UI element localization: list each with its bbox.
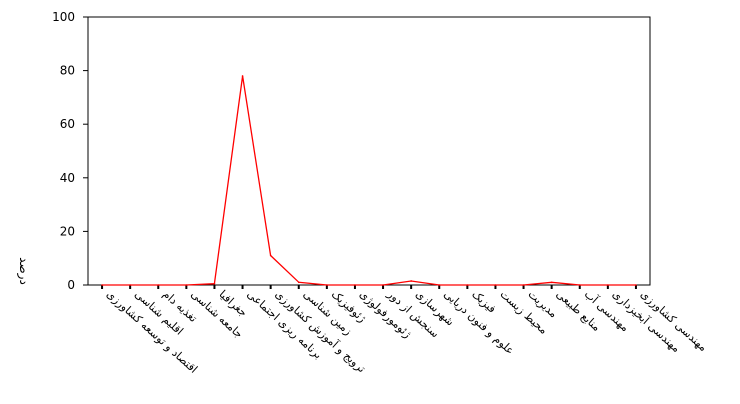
y-tick-label: 80 xyxy=(60,64,75,78)
data-point xyxy=(466,284,469,286)
plot-frame xyxy=(87,16,651,286)
data-point xyxy=(241,75,244,77)
data-point xyxy=(213,282,216,285)
data-point xyxy=(129,284,131,286)
y-tick-label: 20 xyxy=(60,224,75,238)
series-layer xyxy=(101,75,637,286)
data-point xyxy=(578,284,581,286)
y-axis-ticks: 0 20 40 60 80 100 xyxy=(52,10,88,292)
data-point xyxy=(494,284,497,286)
axes xyxy=(87,16,651,286)
data-point xyxy=(269,254,272,257)
data-point xyxy=(522,284,525,286)
data-point xyxy=(607,284,609,286)
y-axis-label: درصد xyxy=(16,257,31,285)
y-tick-label: 60 xyxy=(60,117,75,131)
data-point xyxy=(635,284,637,286)
data-point xyxy=(157,284,160,286)
data-point xyxy=(101,284,103,286)
data-point xyxy=(382,284,384,286)
data-point xyxy=(326,284,328,286)
series-line xyxy=(102,75,636,286)
data-point xyxy=(410,280,412,282)
y-tick-label: 100 xyxy=(52,10,75,24)
data-point xyxy=(297,281,300,284)
y-tick-label: 40 xyxy=(60,171,75,185)
data-point xyxy=(438,284,441,286)
data-point xyxy=(354,284,356,286)
data-point xyxy=(550,281,553,284)
y-tick-label: 0 xyxy=(67,278,75,292)
data-point xyxy=(185,284,188,286)
